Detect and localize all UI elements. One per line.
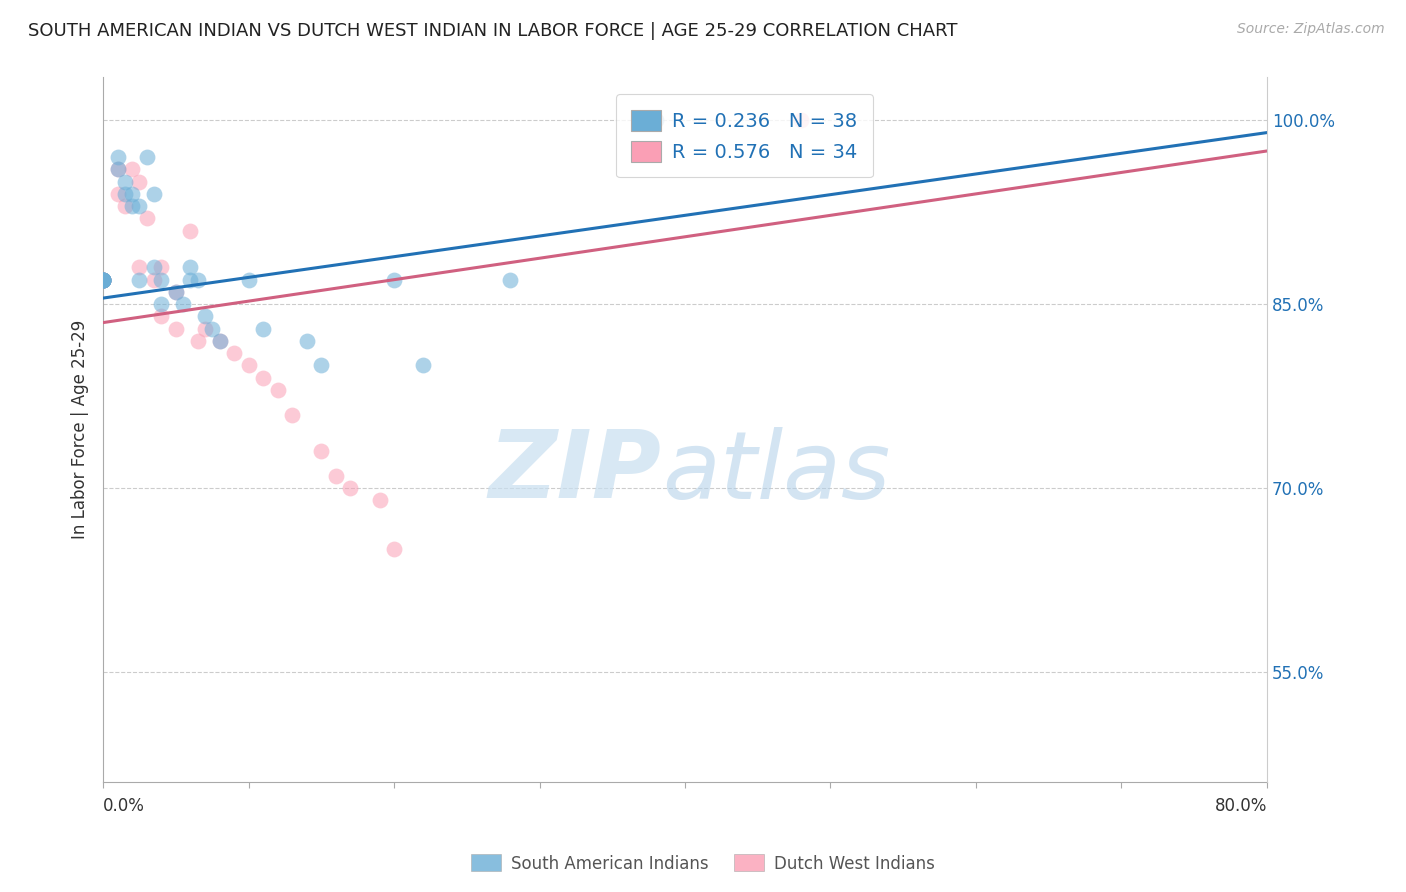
Point	[91, 273, 114, 287]
Text: Source: ZipAtlas.com: Source: ZipAtlas.com	[1237, 22, 1385, 37]
Point	[295, 334, 318, 348]
Point	[222, 346, 245, 360]
Point	[150, 260, 173, 275]
Point	[201, 322, 224, 336]
Point	[187, 273, 209, 287]
Point	[143, 260, 166, 275]
Point	[194, 322, 217, 336]
Point	[107, 162, 129, 177]
Point	[91, 273, 114, 287]
Point	[91, 273, 114, 287]
Point	[165, 322, 187, 336]
Point	[107, 150, 129, 164]
Point	[368, 493, 391, 508]
Point	[382, 542, 405, 557]
Point	[179, 273, 201, 287]
Point	[128, 199, 150, 213]
Text: 0.0%: 0.0%	[103, 797, 145, 815]
Point	[91, 273, 114, 287]
Point	[150, 297, 173, 311]
Point	[91, 273, 114, 287]
Point	[339, 481, 361, 495]
Point	[128, 175, 150, 189]
Point	[499, 273, 522, 287]
Point	[187, 334, 209, 348]
Legend: R = 0.236   N = 38, R = 0.576   N = 34: R = 0.236 N = 38, R = 0.576 N = 34	[616, 95, 873, 178]
Point	[172, 297, 194, 311]
Text: atlas: atlas	[662, 426, 890, 517]
Point	[128, 273, 150, 287]
Point	[91, 273, 114, 287]
Point	[114, 186, 136, 201]
Point	[311, 359, 333, 373]
Point	[238, 359, 260, 373]
Point	[645, 113, 668, 128]
Text: ZIP: ZIP	[489, 426, 662, 518]
Y-axis label: In Labor Force | Age 25-29: In Labor Force | Age 25-29	[72, 320, 89, 540]
Point	[325, 468, 347, 483]
Point	[179, 224, 201, 238]
Point	[267, 383, 290, 397]
Point	[107, 162, 129, 177]
Point	[143, 273, 166, 287]
Point	[91, 273, 114, 287]
Point	[252, 322, 274, 336]
Point	[143, 186, 166, 201]
Point	[91, 273, 114, 287]
Point	[91, 273, 114, 287]
Point	[91, 273, 114, 287]
Point	[114, 199, 136, 213]
Point	[165, 285, 187, 299]
Point	[91, 273, 114, 287]
Point	[382, 273, 405, 287]
Point	[121, 186, 143, 201]
Point	[135, 150, 157, 164]
Point	[790, 113, 813, 128]
Point	[412, 359, 434, 373]
Point	[91, 273, 114, 287]
Point	[179, 260, 201, 275]
Point	[91, 273, 114, 287]
Point	[311, 444, 333, 458]
Point	[114, 175, 136, 189]
Point	[150, 310, 173, 324]
Point	[208, 334, 231, 348]
Point	[165, 285, 187, 299]
Text: 80.0%: 80.0%	[1215, 797, 1267, 815]
Legend: South American Indians, Dutch West Indians: South American Indians, Dutch West India…	[464, 847, 942, 880]
Point	[91, 273, 114, 287]
Point	[208, 334, 231, 348]
Point	[281, 408, 304, 422]
Point	[121, 199, 143, 213]
Point	[135, 211, 157, 226]
Point	[238, 273, 260, 287]
Point	[252, 370, 274, 384]
Point	[128, 260, 150, 275]
Point	[91, 273, 114, 287]
Point	[150, 273, 173, 287]
Point	[91, 273, 114, 287]
Text: SOUTH AMERICAN INDIAN VS DUTCH WEST INDIAN IN LABOR FORCE | AGE 25-29 CORRELATIO: SOUTH AMERICAN INDIAN VS DUTCH WEST INDI…	[28, 22, 957, 40]
Point	[107, 186, 129, 201]
Point	[194, 310, 217, 324]
Point	[121, 162, 143, 177]
